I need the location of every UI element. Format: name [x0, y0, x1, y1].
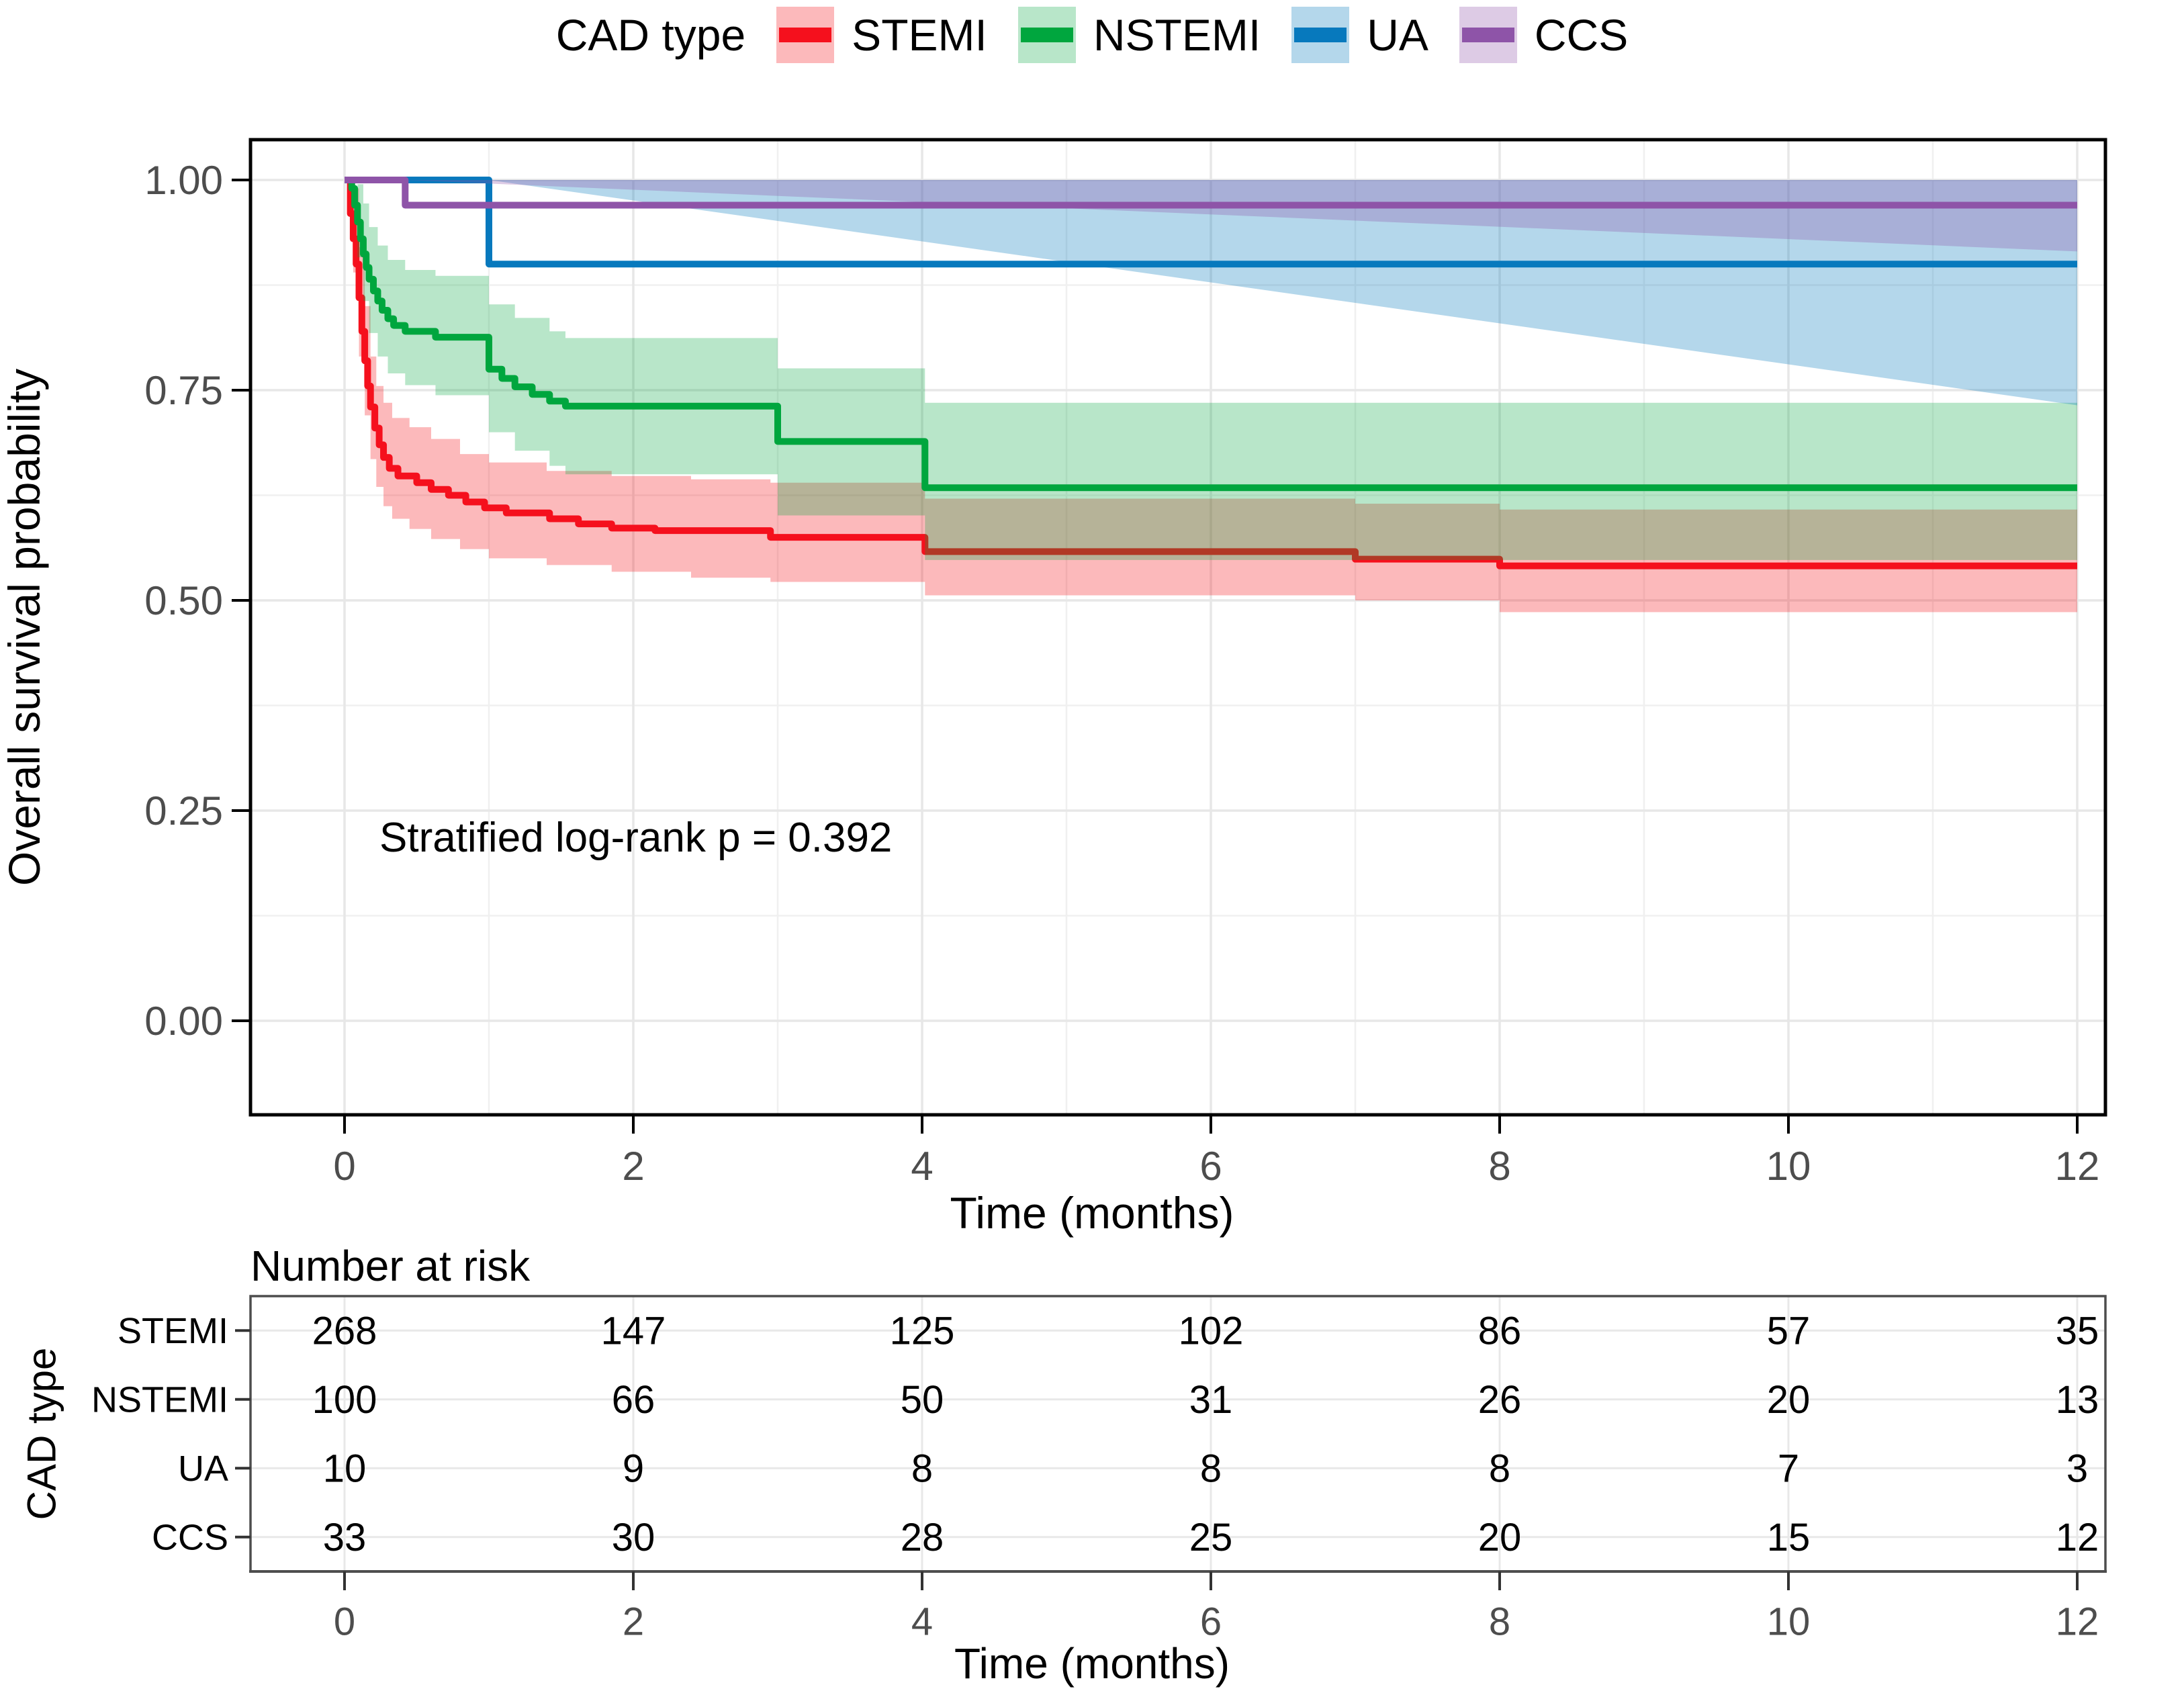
legend-title: CAD type — [555, 10, 746, 60]
risk-value: 8 — [1200, 1447, 1222, 1491]
risk-x-tick-label: 12 — [2056, 1600, 2099, 1643]
risk-row-label-UA: UA — [178, 1449, 228, 1489]
ci-ribbon-STEMI — [345, 180, 2077, 612]
risk-value: 20 — [1767, 1378, 1811, 1422]
risk-value: 268 — [312, 1310, 377, 1353]
x-tick-label: 6 — [1199, 1144, 1222, 1189]
ci-ribbon-NSTEMI — [345, 180, 2077, 560]
y-axis-title: Overall survival probability — [0, 368, 49, 886]
legend-key-line — [779, 28, 832, 42]
legend-key-line — [1020, 28, 1073, 42]
log-rank-annotation: Stratified log-rank p = 0.392 — [379, 815, 893, 861]
risk-x-tick-label: 10 — [1767, 1600, 1811, 1643]
x-tick-label: 12 — [2055, 1144, 2100, 1189]
x-tick-label: 2 — [622, 1144, 644, 1189]
legend-label-UA: UA — [1367, 10, 1428, 60]
y-tick-label: 0.75 — [144, 368, 223, 413]
risk-value: 28 — [901, 1516, 944, 1559]
risk-value: 20 — [1478, 1516, 1522, 1559]
risk-row-label-CCS: CCS — [152, 1518, 228, 1558]
km-line-CCS — [345, 177, 2077, 209]
legend-key-line — [1294, 28, 1347, 42]
risk-x-tick-label: 6 — [1200, 1600, 1222, 1643]
x-tick-label: 8 — [1488, 1144, 1510, 1189]
legend-key-line — [1461, 28, 1514, 42]
risk-value: 10 — [323, 1447, 367, 1491]
risk-value: 8 — [911, 1447, 933, 1491]
y-tick-label: 1.00 — [144, 158, 223, 203]
legend-label-CCS: CCS — [1534, 10, 1629, 60]
risk-row-label-NSTEMI: NSTEMI — [91, 1380, 228, 1420]
risk-value: 12 — [2056, 1516, 2099, 1559]
panel-border — [248, 138, 2107, 1117]
risk-value: 9 — [623, 1447, 644, 1491]
legend-item-NSTEMI: NSTEMI — [1017, 7, 1261, 63]
risk-value: 7 — [1778, 1447, 1799, 1491]
legend-item-UA: UA — [1291, 7, 1428, 63]
legend-key-CCS-icon — [1459, 7, 1517, 63]
risk-x-tick-label: 0 — [334, 1600, 355, 1643]
risk-table-x-label: Time (months) — [954, 1639, 1230, 1688]
risk-value: 30 — [612, 1516, 655, 1559]
risk-x-tick-label: 2 — [623, 1600, 644, 1643]
risk-value: 3 — [2066, 1447, 2088, 1491]
risk-table-title: Number at risk — [251, 1242, 531, 1290]
risk-value: 31 — [1189, 1378, 1233, 1422]
ci-ribbon-CCS — [405, 180, 2077, 252]
risk-value: 57 — [1767, 1310, 1811, 1353]
km-line-UA — [345, 177, 2077, 268]
km-line-STEMI — [345, 177, 2077, 569]
risk-x-tick-label: 8 — [1489, 1600, 1510, 1643]
x-tick-label: 0 — [333, 1144, 355, 1189]
legend-key-UA-icon — [1291, 7, 1350, 63]
risk-value: 147 — [601, 1310, 666, 1353]
risk-value: 86 — [1478, 1310, 1522, 1353]
ci-ribbon-UA — [489, 180, 2077, 406]
risk-value: 26 — [1478, 1378, 1522, 1422]
risk-x-tick-label: 4 — [911, 1600, 933, 1643]
legend-items: STEMI NSTEMI UA CCS — [776, 7, 1628, 63]
risk-table-y-label: CAD type — [19, 1347, 64, 1520]
risk-value: 25 — [1189, 1516, 1233, 1559]
legend: CAD type STEMI NSTEMI UA CCS — [0, 4, 2184, 66]
risk-value: 100 — [312, 1378, 377, 1422]
x-tick-label: 4 — [911, 1144, 933, 1189]
risk-value: 102 — [1179, 1310, 1244, 1353]
legend-key-NSTEMI-icon — [1017, 7, 1076, 63]
risk-value: 15 — [1767, 1516, 1811, 1559]
risk-value: 125 — [890, 1310, 955, 1353]
y-tick-label: 0.25 — [144, 788, 223, 833]
risk-value: 8 — [1489, 1447, 1510, 1491]
x-tick-label: 10 — [1766, 1144, 1811, 1189]
km-line-NSTEMI — [345, 177, 2077, 492]
risk-value: 33 — [323, 1516, 367, 1559]
risk-row-label-STEMI: STEMI — [118, 1311, 228, 1351]
y-tick-label: 0.00 — [144, 999, 223, 1044]
legend-item-STEMI: STEMI — [776, 7, 987, 63]
x-axis-title: Time (months) — [950, 1188, 1234, 1238]
legend-item-CCS: CCS — [1459, 7, 1628, 63]
legend-label-NSTEMI: NSTEMI — [1093, 10, 1261, 60]
risk-value: 13 — [2056, 1378, 2099, 1422]
risk-value: 66 — [612, 1378, 655, 1422]
y-tick-label: 0.50 — [144, 578, 223, 623]
risk-value: 50 — [901, 1378, 944, 1422]
legend-key-STEMI-icon — [776, 7, 835, 63]
risk-value: 35 — [2056, 1310, 2099, 1353]
legend-label-STEMI: STEMI — [852, 10, 987, 60]
